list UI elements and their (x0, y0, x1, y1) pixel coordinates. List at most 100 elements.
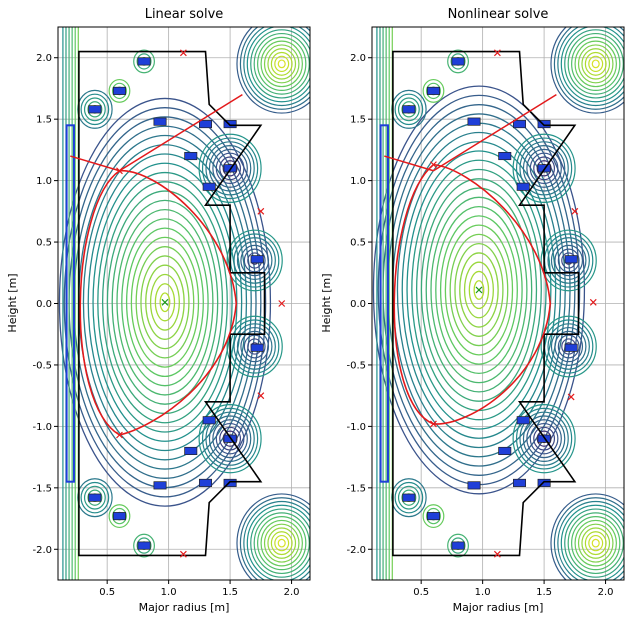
coil-contour (564, 508, 624, 578)
coil-contour (591, 538, 600, 548)
coil-contour (250, 29, 310, 99)
coil-contour (557, 334, 580, 359)
coil (564, 343, 578, 352)
coil-contour (547, 323, 590, 370)
y-tick-label: -1.0 (32, 422, 52, 433)
coil-contour (201, 407, 259, 470)
coil-contour (401, 101, 417, 118)
flux-contour (125, 227, 204, 378)
x-tick-label: 2.0 (598, 587, 614, 598)
y-tick-label: -0.5 (346, 360, 366, 371)
coil-contour (540, 315, 597, 378)
coil-contour (394, 93, 424, 126)
coil-contour (133, 49, 155, 74)
x-point-marker (430, 420, 437, 428)
coil (202, 416, 216, 425)
coil-contour (391, 89, 427, 129)
x-tick-label: 0.5 (413, 587, 429, 598)
coil-contour (270, 51, 293, 76)
coil-contour (401, 489, 417, 506)
coil-contour (133, 533, 155, 558)
separatrix (384, 93, 557, 425)
y-tick-label: 2.0 (36, 53, 52, 64)
x-point-marker (493, 550, 501, 558)
coil (184, 151, 198, 161)
flux-contour (439, 215, 518, 365)
x-point-marker (116, 431, 123, 439)
coil (498, 151, 512, 161)
coil-contour (397, 485, 420, 510)
coil-contour (450, 53, 466, 70)
y-tick-label: 0.0 (36, 299, 52, 310)
flux-contour (97, 171, 233, 433)
x-point-marker (589, 298, 597, 306)
coil-contour (526, 419, 562, 459)
separatrix-curve (79, 169, 238, 436)
x-point-marker (567, 393, 575, 401)
coil (153, 481, 167, 490)
coil-contour (257, 516, 307, 571)
coil-contour (274, 55, 290, 73)
coil-contour (588, 55, 604, 73)
coil-contour (567, 32, 624, 95)
coil-contour (557, 27, 624, 107)
coil-contour (553, 27, 624, 110)
coil (513, 120, 527, 129)
coil-contour (240, 244, 270, 277)
o-point-marker (161, 298, 169, 306)
coil-contour (253, 32, 310, 95)
coil-contour (226, 315, 283, 378)
flux-contour (459, 252, 499, 328)
flux-contours (58, 27, 310, 580)
coil (137, 541, 151, 550)
coil-contour (550, 493, 624, 580)
coil-contour (512, 133, 576, 203)
coil (451, 57, 465, 66)
x-point-marker (278, 300, 286, 307)
flux-contour (420, 178, 538, 402)
coil-contour (522, 415, 566, 462)
x-point-marker (179, 49, 187, 57)
x-point-marker (257, 207, 265, 215)
coil-contour (584, 531, 607, 556)
coil-contour (447, 533, 469, 558)
x-tick-label: 1.0 (475, 587, 491, 598)
y-tick-label: 0.5 (36, 238, 52, 249)
coil (202, 182, 216, 191)
coil-contour (557, 500, 624, 580)
flux-contour (121, 218, 209, 387)
coil-contour (243, 27, 310, 107)
coil-contour (540, 229, 597, 292)
coil-contour (550, 27, 624, 114)
ticks: 0.5 1.0 1.5 2.0 -2.0 -1.5 -1.0 -0.5 0.0 0.5 1.0 1.5… (346, 53, 613, 598)
coil (537, 120, 551, 129)
coil-contour (198, 133, 262, 203)
coil (402, 493, 416, 502)
coil (223, 478, 237, 487)
y-tick-label: -1.5 (346, 483, 366, 494)
coil (426, 86, 440, 95)
coil-contour (554, 244, 584, 277)
flux-contour (145, 264, 185, 340)
coil-contour (560, 27, 624, 103)
coil (467, 481, 481, 490)
coil-contour (536, 160, 552, 177)
markers (430, 49, 597, 558)
coil (250, 343, 264, 352)
y-tick-label: 0.0 (350, 299, 366, 310)
coil-contour (208, 415, 252, 462)
coil-contour (263, 523, 300, 563)
central-solenoid (379, 124, 389, 483)
y-tick-label: 1.5 (350, 115, 366, 126)
coil-contour (397, 97, 420, 122)
coil-contour (222, 430, 238, 447)
flux-contour (372, 85, 586, 495)
coil (467, 117, 481, 126)
flux-contour (58, 97, 272, 507)
coil-contour (584, 51, 607, 76)
coil (112, 512, 126, 521)
panel-nonlinear-solve: 0.5 1.0 1.5 2.0 -2.0 -1.5 -1.0 -0.5 0.0 0.5 1.0 1.5… (320, 7, 625, 614)
central-solenoid (65, 124, 75, 483)
coil-contour (571, 36, 621, 91)
coil-contour (260, 40, 303, 88)
